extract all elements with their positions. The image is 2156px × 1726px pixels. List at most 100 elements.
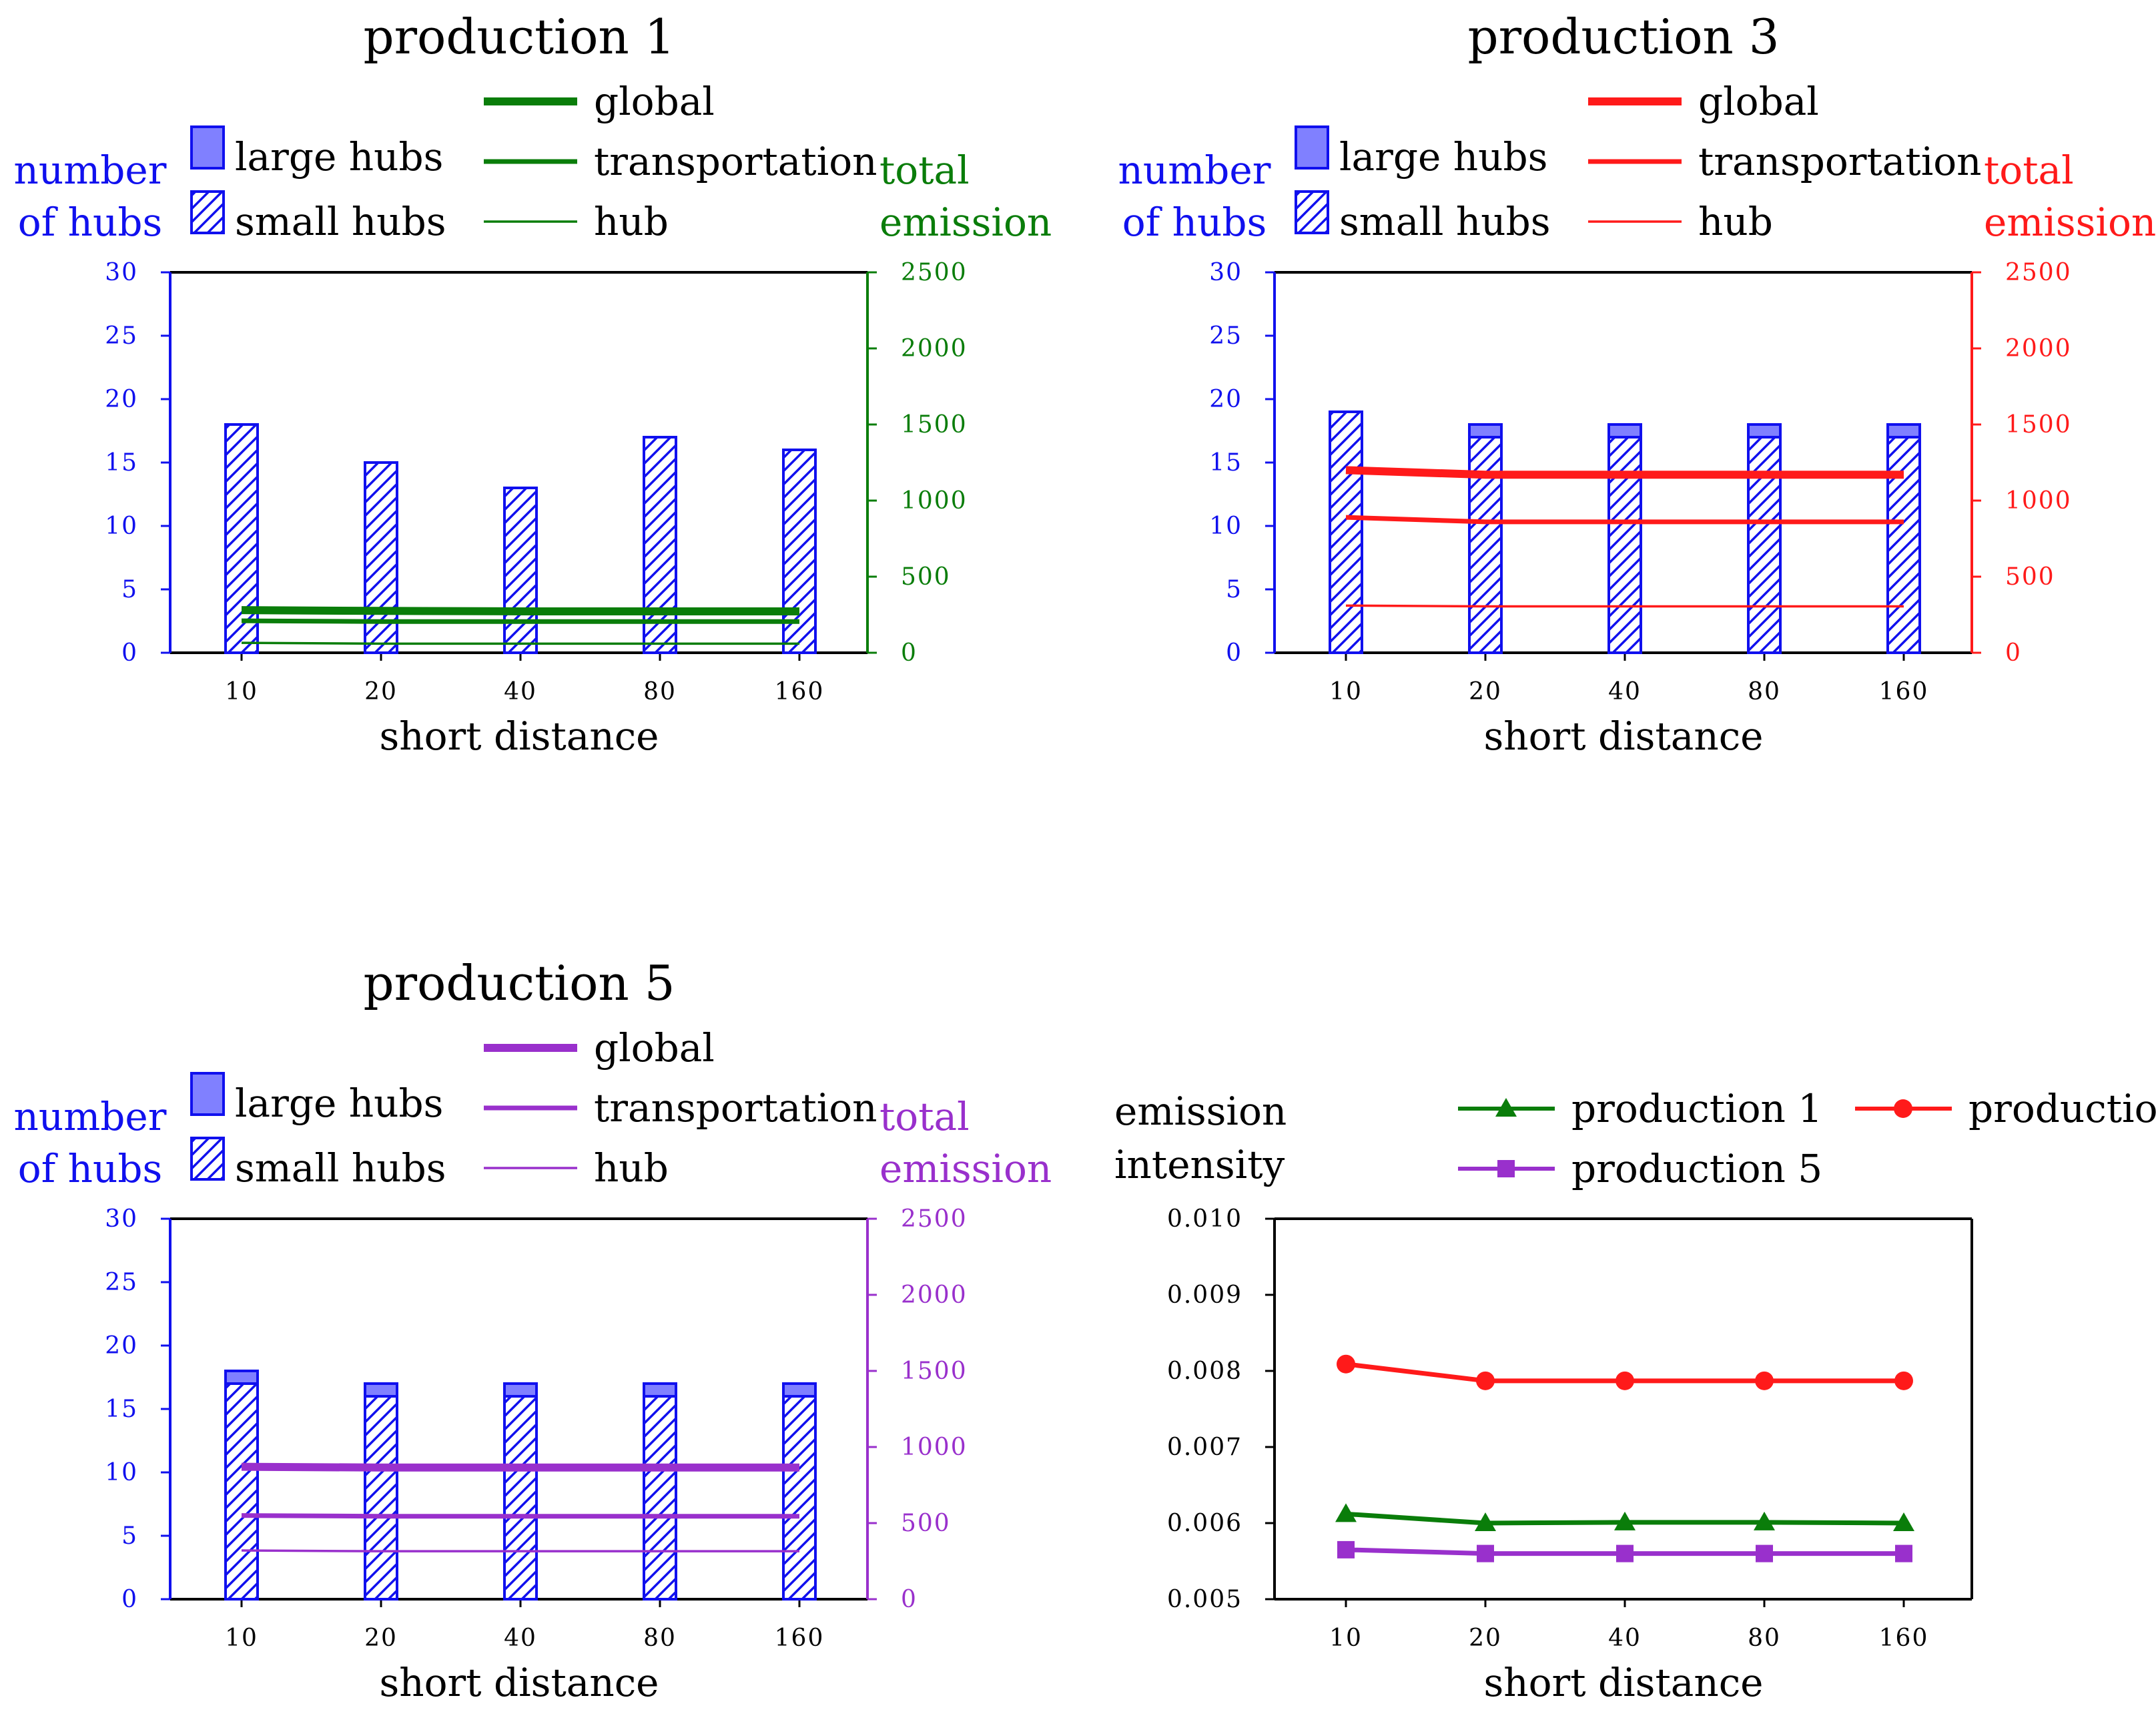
y2-tick-label: 1500 bbox=[901, 411, 968, 439]
data-point-marker bbox=[1893, 1512, 1914, 1531]
y-tick-label: 0 bbox=[1226, 639, 1242, 667]
y-tick-label: 5 bbox=[121, 1522, 138, 1550]
data-point-marker bbox=[1754, 1511, 1775, 1530]
y-tick-label: 0.010 bbox=[1167, 1205, 1242, 1233]
x-tick-label: 40 bbox=[1608, 678, 1642, 705]
legend-large-hubs-swatch bbox=[190, 125, 225, 170]
bar-small-hubs bbox=[1886, 436, 1921, 654]
y-axis-label-line-1: number bbox=[1118, 148, 1271, 193]
legend-small-hubs-swatch bbox=[190, 1137, 225, 1181]
y-tick-label: 30 bbox=[105, 259, 138, 286]
series-line-global bbox=[241, 606, 799, 615]
y-tick-label: 10 bbox=[105, 513, 138, 540]
x-tick-label: 20 bbox=[1469, 1625, 1502, 1652]
legend-line-label: hub bbox=[594, 1145, 669, 1191]
y2-axis-label-line-1: total bbox=[879, 148, 970, 193]
y2-tick-label: 2000 bbox=[2005, 335, 2072, 362]
y-tick-label: 0.006 bbox=[1167, 1510, 1242, 1537]
y2-axis-label-line-2: emission bbox=[1984, 200, 2156, 245]
y-tick-label: 20 bbox=[105, 386, 138, 413]
y2-tick-label: 2000 bbox=[901, 335, 968, 362]
data-point-marker bbox=[1756, 1544, 1773, 1562]
legend-marker bbox=[1497, 1160, 1515, 1177]
series-line-hub bbox=[241, 1549, 799, 1552]
chart-title: production 3 bbox=[1467, 9, 1779, 65]
chart-title: production 5 bbox=[363, 955, 675, 1011]
x-tick-label: 80 bbox=[643, 1625, 677, 1652]
legend-line-label: transportation bbox=[1698, 139, 1982, 184]
legend-marker bbox=[1495, 1098, 1517, 1117]
bar-small-hubs bbox=[364, 461, 398, 654]
x-tick-label: 160 bbox=[1879, 678, 1929, 705]
legend-large-hubs-label: large hubs bbox=[235, 134, 443, 180]
legend-line-label: global bbox=[1698, 79, 1819, 124]
bar-large-hubs bbox=[1886, 423, 1921, 439]
series-line-global bbox=[1345, 466, 1904, 479]
y-axis-label-line-2: of hubs bbox=[18, 200, 162, 245]
x-axis-label: short distance bbox=[380, 713, 659, 759]
x-tick-label: 40 bbox=[504, 1625, 537, 1652]
bar-large-hubs bbox=[782, 1382, 817, 1398]
legend-small-hubs-label: small hubs bbox=[235, 199, 446, 244]
legend-line-label: transportation bbox=[594, 1085, 877, 1131]
bar-small-hubs bbox=[1607, 436, 1642, 654]
y2-tick-label: 0 bbox=[2005, 639, 2022, 667]
bar-large-hubs bbox=[643, 1382, 677, 1398]
data-point-marker bbox=[1337, 1354, 1355, 1374]
bar-small-hubs bbox=[503, 1395, 538, 1601]
charts-root: production 1 number of hubs total emission 0 5… bbox=[14, 9, 2156, 1705]
bar-small-hubs bbox=[643, 436, 677, 654]
y-tick-label: 25 bbox=[1209, 322, 1242, 350]
legend-small-hubs-swatch bbox=[1295, 190, 1329, 234]
x-tick-label: 10 bbox=[1329, 678, 1363, 705]
series-line-global bbox=[241, 1462, 799, 1472]
data-point-marker bbox=[1616, 1544, 1634, 1562]
y-tick-label: 30 bbox=[105, 1205, 138, 1233]
bar-large-hubs bbox=[224, 1370, 259, 1385]
bar-small-hubs bbox=[364, 1395, 398, 1601]
bar-small-hubs bbox=[224, 1382, 259, 1601]
x-tick-label: 20 bbox=[1469, 678, 1502, 705]
y2-tick-label: 2500 bbox=[901, 1205, 968, 1233]
legend-line-label: hub bbox=[594, 199, 669, 244]
x-axis-label: short distance bbox=[380, 1660, 659, 1705]
y2-tick-label: 2000 bbox=[901, 1281, 968, 1309]
legend-series-label: production 1 bbox=[1571, 1086, 1822, 1131]
bar-large-hubs bbox=[1747, 423, 1782, 439]
bar-large-hubs bbox=[364, 1382, 398, 1398]
chart-panel-4: emission intensity 0.005 0.006 0.007 0.008 0.0… bbox=[1114, 1086, 2156, 1705]
bar-small-hubs bbox=[782, 1395, 817, 1601]
y2-tick-label: 1000 bbox=[901, 1434, 968, 1461]
x-tick-label: 10 bbox=[1329, 1625, 1363, 1652]
data-point-marker bbox=[1895, 1544, 1912, 1562]
legend-series-label: production 5 bbox=[1571, 1146, 1822, 1191]
y-axis-label-line-2: intensity bbox=[1114, 1142, 1285, 1187]
data-point-marker bbox=[1337, 1540, 1355, 1558]
y-tick-label: 5 bbox=[121, 576, 138, 603]
y-tick-label: 0.005 bbox=[1167, 1586, 1242, 1613]
x-axis-label: short distance bbox=[1484, 713, 1764, 759]
bar-large-hubs bbox=[503, 1382, 538, 1398]
y-tick-label: 5 bbox=[1226, 576, 1242, 603]
chart-title: production 1 bbox=[363, 9, 675, 65]
legend-large-hubs-label: large hubs bbox=[235, 1081, 443, 1126]
bar-small-hubs bbox=[503, 487, 538, 654]
legend-line-label: transportation bbox=[594, 139, 877, 184]
series-line-transportation bbox=[1345, 515, 1904, 525]
y-tick-label: 20 bbox=[105, 1332, 138, 1360]
x-tick-label: 40 bbox=[1608, 1625, 1642, 1652]
x-tick-label: 80 bbox=[643, 678, 677, 705]
y-tick-label: 15 bbox=[105, 449, 138, 477]
data-point-marker bbox=[1615, 1371, 1634, 1390]
bar-small-hubs bbox=[1747, 436, 1782, 654]
chart-panel-3: production 5 number of hubs total emission 0 5… bbox=[14, 955, 1052, 1705]
y2-tick-label: 2500 bbox=[901, 259, 968, 286]
bar-small-hubs bbox=[1329, 410, 1363, 654]
y2-tick-label: 500 bbox=[901, 563, 951, 591]
x-tick-label: 80 bbox=[1748, 1625, 1781, 1652]
y-tick-label: 10 bbox=[105, 1459, 138, 1486]
y2-tick-label: 0 bbox=[901, 639, 918, 667]
legend-small-hubs-label: small hubs bbox=[235, 1145, 446, 1191]
x-tick-label: 10 bbox=[225, 1625, 258, 1652]
